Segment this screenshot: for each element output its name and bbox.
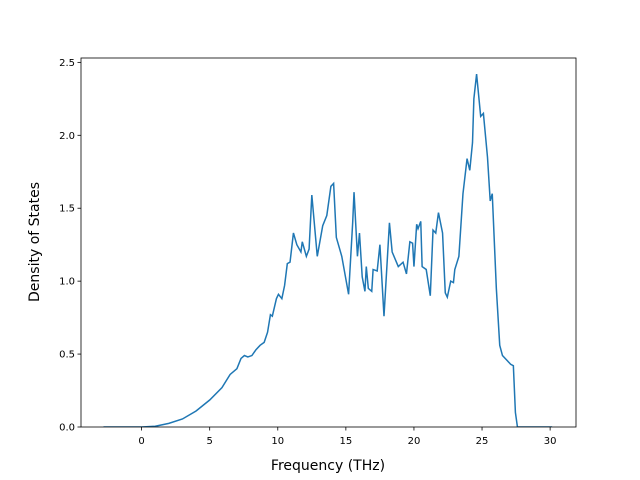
x-tick-label: 10 <box>271 436 284 447</box>
x-tick-label: 5 <box>206 436 212 447</box>
x-tick-label: 0 <box>138 436 144 447</box>
y-tick-label: 2.0 <box>59 131 75 142</box>
y-tick-label: 2.5 <box>59 58 75 69</box>
x-tick-label: 30 <box>544 436 557 447</box>
y-tick-label: 0.0 <box>59 423 75 434</box>
x-tick-label: 15 <box>339 436 352 447</box>
y-tick-label: 0.5 <box>59 350 75 361</box>
y-axis-label: Density of States <box>27 182 43 302</box>
y-tick-label: 1.0 <box>59 277 75 288</box>
x-axis-label: Frequency (THz) <box>271 458 385 474</box>
plot-frame <box>80 57 577 428</box>
x-tick-label: 20 <box>408 436 421 447</box>
x-tick-label: 25 <box>476 436 489 447</box>
line-series <box>103 73 553 427</box>
y-tick-label: 1.5 <box>59 204 75 215</box>
